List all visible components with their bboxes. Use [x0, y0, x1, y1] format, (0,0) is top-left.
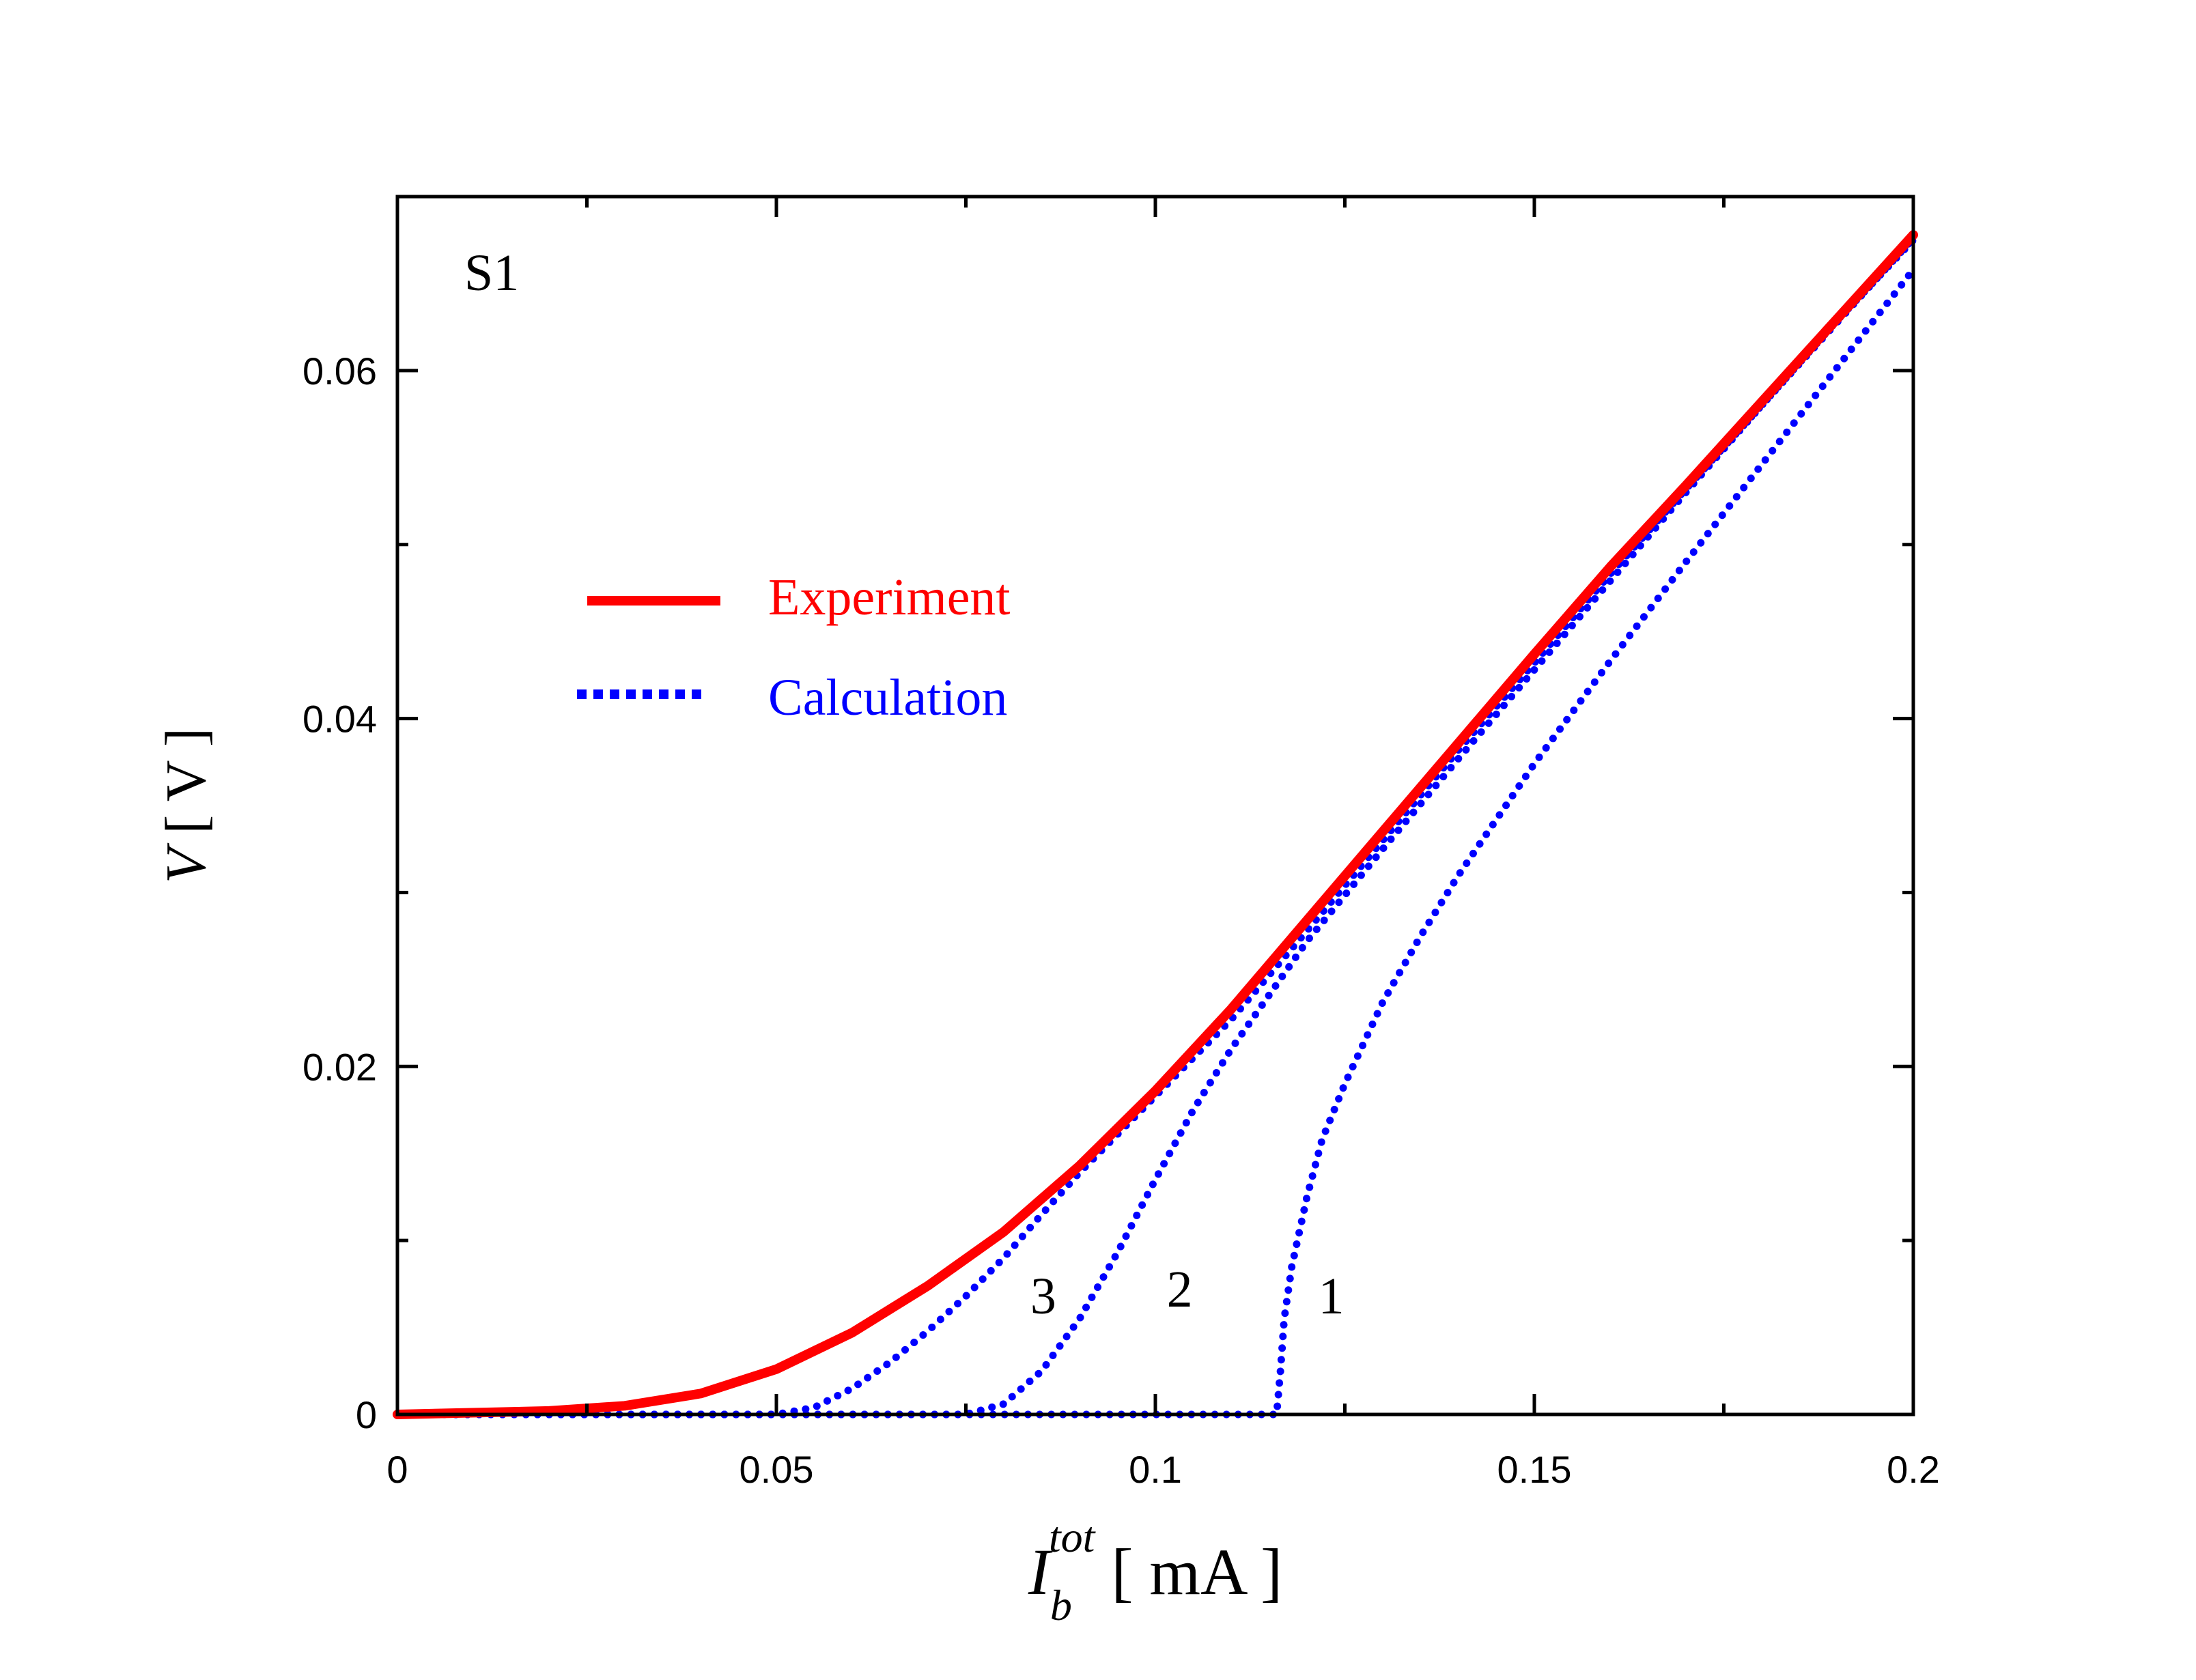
x-axis-label-symbol: I	[1028, 1535, 1053, 1608]
annotation-curve-3: 3	[1030, 1268, 1056, 1325]
annotation-curve-2: 2	[1167, 1261, 1193, 1318]
y-axis-label: V [ V ]	[154, 728, 218, 883]
annotation-curve-1: 1	[1319, 1268, 1345, 1325]
series-line-calculation-2	[393, 236, 1917, 1419]
series-line-calculation-1	[393, 266, 1917, 1419]
ticks-group: 0 0.05 0.1 0.15 0.2 0 0.02 0.04 0.06	[302, 197, 1940, 1491]
x-tick-label: 0.2	[1887, 1448, 1940, 1491]
x-axis-label-superscript: tot	[1049, 1513, 1097, 1561]
legend: Experiment Calculation	[577, 569, 1011, 726]
x-axis-label-unit: mA	[1149, 1535, 1248, 1608]
y-tick-label: 0.02	[302, 1045, 377, 1088]
y-axis-label-unit: V	[154, 760, 218, 801]
y-tick-label: 0.06	[302, 350, 377, 393]
x-axis-label-subscript: b	[1050, 1581, 1072, 1629]
x-tick-label: 0.1	[1129, 1448, 1182, 1491]
series-line-experiment	[393, 230, 1918, 1419]
y-tick-label: 0	[356, 1393, 377, 1436]
y-tick-label: 0.04	[302, 698, 377, 741]
x-tick-label: 0.15	[1497, 1448, 1572, 1491]
legend-label-calculation: Calculation	[768, 669, 1007, 726]
series-group	[393, 230, 1918, 1419]
legend-label-experiment: Experiment	[768, 569, 1011, 626]
x-tick-label: 0.05	[740, 1448, 814, 1491]
x-axis-label: Ibtot [ mA ]	[1028, 1513, 1282, 1629]
panel-label: S1	[464, 244, 519, 302]
y-axis-label-symbol: V	[154, 842, 218, 883]
series-line-calculation-3	[393, 234, 1917, 1419]
plot-frame	[395, 195, 1915, 1416]
x-tick-label: 0	[386, 1448, 408, 1491]
